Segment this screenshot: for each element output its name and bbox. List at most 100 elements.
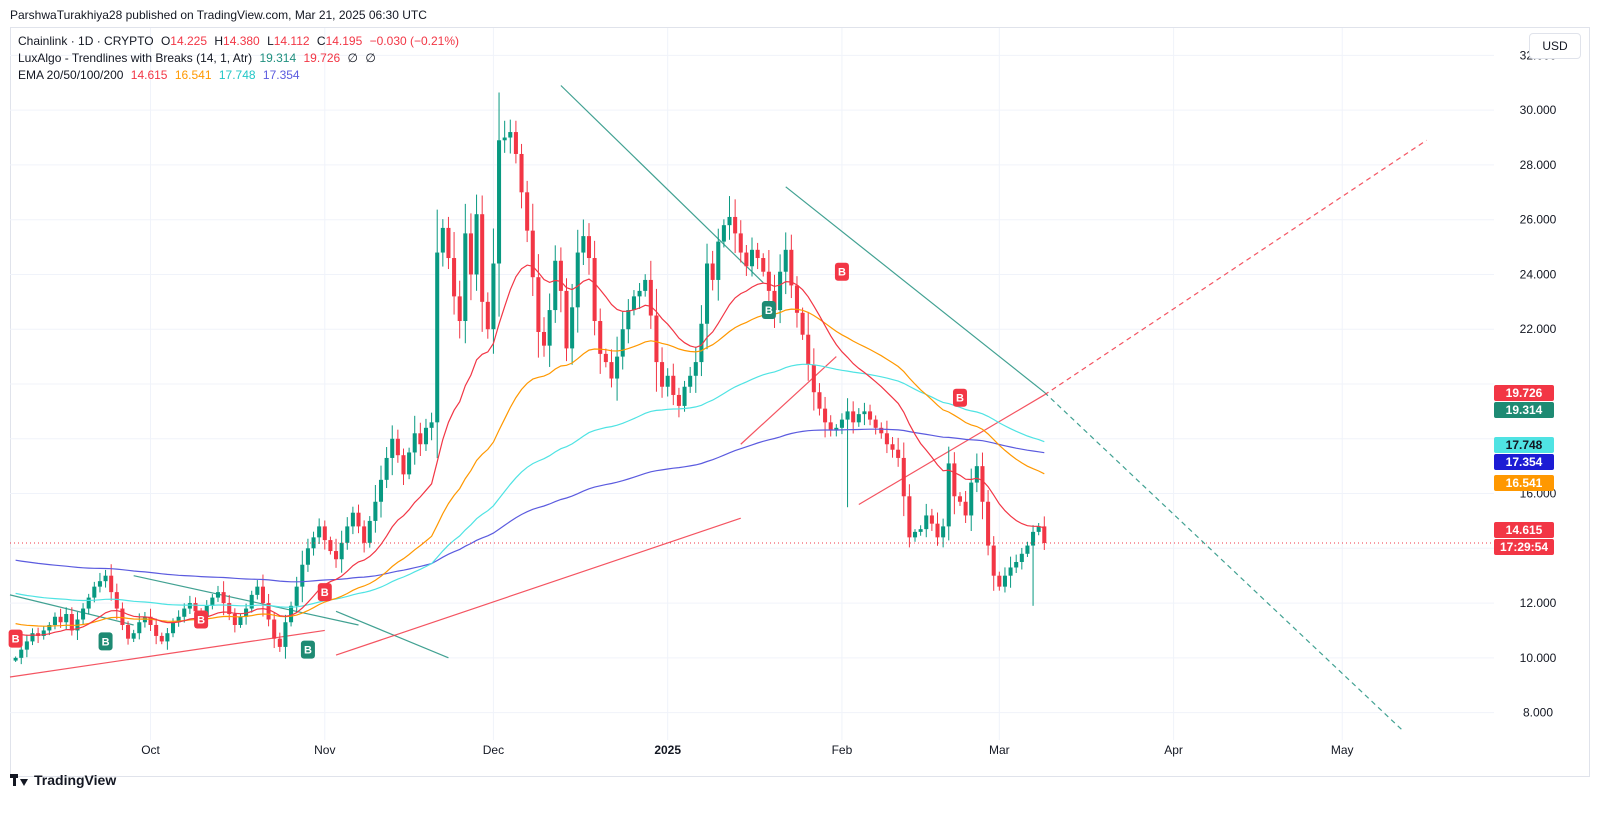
marker-label: B	[102, 636, 110, 648]
marker-label: B	[956, 393, 964, 405]
candle-body	[114, 592, 119, 609]
price-badge: 16.541	[1494, 475, 1554, 491]
candle-body	[176, 616, 181, 623]
candle-body	[390, 438, 395, 458]
price-badge-label: 16.541	[1506, 476, 1543, 490]
candle-body	[13, 657, 18, 661]
candle-body	[497, 140, 502, 264]
candle-body	[294, 586, 299, 606]
candle-body	[463, 233, 468, 322]
marker-label: B	[12, 634, 20, 646]
y-tick-label: 30.000	[1520, 103, 1557, 117]
candle-body	[423, 427, 428, 445]
chart-frame	[10, 27, 1590, 777]
trendline	[133, 575, 359, 626]
break-up-marker: B	[761, 301, 776, 320]
marker-box	[8, 629, 23, 648]
candle-body	[260, 586, 265, 604]
candle-body	[963, 501, 968, 516]
candle-body	[682, 386, 687, 406]
ema-50-line	[15, 308, 1045, 627]
ema-100-line	[15, 363, 1045, 608]
price-badge-label: 14.615	[1506, 523, 1543, 537]
candle-body	[215, 592, 221, 598]
candle-body	[165, 633, 170, 642]
candle-body	[665, 375, 670, 387]
candle-body	[378, 479, 384, 502]
candle-body	[856, 414, 861, 423]
price-badge-label: 19.726	[1506, 386, 1543, 400]
candle-body	[502, 137, 507, 141]
candle-body	[30, 633, 35, 642]
candle-body	[311, 537, 316, 549]
candle-body	[1031, 531, 1036, 546]
candle-body	[131, 633, 136, 639]
x-tick-label: 2025	[654, 743, 681, 757]
candle-body	[570, 307, 575, 349]
change-value: −0.030 (−0.21%)	[369, 34, 460, 48]
y-tick-label: 26.000	[1520, 213, 1557, 227]
candle-body	[480, 214, 485, 302]
candle-body	[1014, 562, 1019, 568]
high-label: H	[214, 34, 224, 48]
candle-body	[643, 279, 648, 291]
legend-luxalgo-row[interactable]: LuxAlgo - Trendlines with Breaks (14, 1,…	[18, 50, 459, 67]
footer-brand: TradingView	[34, 772, 117, 788]
legend-ema-row[interactable]: EMA 20/50/100/200 14.615 16.541 17.748 1…	[18, 67, 459, 84]
close-value: 14.195	[325, 34, 363, 48]
candle-body	[660, 362, 665, 387]
candle-body	[283, 622, 288, 647]
candle-body	[407, 452, 412, 475]
price-badge-box	[1494, 475, 1554, 491]
candle-body	[395, 438, 400, 456]
candle-body	[952, 463, 957, 497]
candle-body	[828, 422, 833, 431]
candle-body	[721, 225, 726, 242]
candle-body	[221, 592, 226, 604]
candle-body	[457, 296, 462, 322]
candle-body	[305, 548, 310, 565]
ema20-value: 14.615	[130, 68, 168, 82]
candle-body	[957, 496, 963, 502]
price-badge-box	[1494, 454, 1554, 470]
candle-body	[508, 132, 513, 138]
currency-button[interactable]: USD	[1529, 33, 1581, 59]
candle-body	[334, 551, 339, 560]
price-badge-box	[1494, 385, 1554, 401]
candle-body	[688, 375, 693, 387]
legend-symbol-row[interactable]: Chainlink · 1D · CRYPTO O14.225 H14.380 …	[18, 33, 459, 50]
candle-body	[901, 457, 906, 497]
candle-body	[52, 616, 57, 625]
candle-body	[289, 605, 294, 623]
candle-body	[1019, 553, 1024, 562]
candle-body	[373, 501, 378, 521]
x-tick-label: Nov	[314, 743, 335, 757]
price-badge-box	[1494, 522, 1554, 538]
candle-body	[81, 608, 86, 620]
candle-body	[766, 271, 771, 291]
candle-body	[418, 433, 423, 445]
price-badge: 17:29:54	[1494, 539, 1554, 555]
trendline-projection	[1043, 391, 1405, 733]
candle-body	[401, 455, 406, 475]
marker-label: B	[838, 267, 846, 279]
candle-body	[159, 635, 164, 642]
candle-body	[126, 624, 131, 639]
candle-body	[339, 542, 344, 560]
marker-box	[194, 610, 209, 629]
candle-body	[581, 236, 586, 253]
candle-body	[193, 603, 198, 612]
tradingview-footer[interactable]: TradingView	[10, 772, 116, 788]
candle-body	[772, 290, 777, 311]
candle-body	[997, 575, 1002, 587]
candle-body	[210, 597, 215, 606]
candle-body	[435, 252, 440, 423]
candle-body	[912, 531, 918, 538]
trendline	[858, 394, 1045, 506]
marker-box	[761, 301, 776, 320]
price-badge: 17.354	[1494, 454, 1554, 470]
candle-body	[328, 540, 333, 552]
candle-body	[519, 153, 524, 193]
break-down-marker: B	[317, 583, 332, 602]
